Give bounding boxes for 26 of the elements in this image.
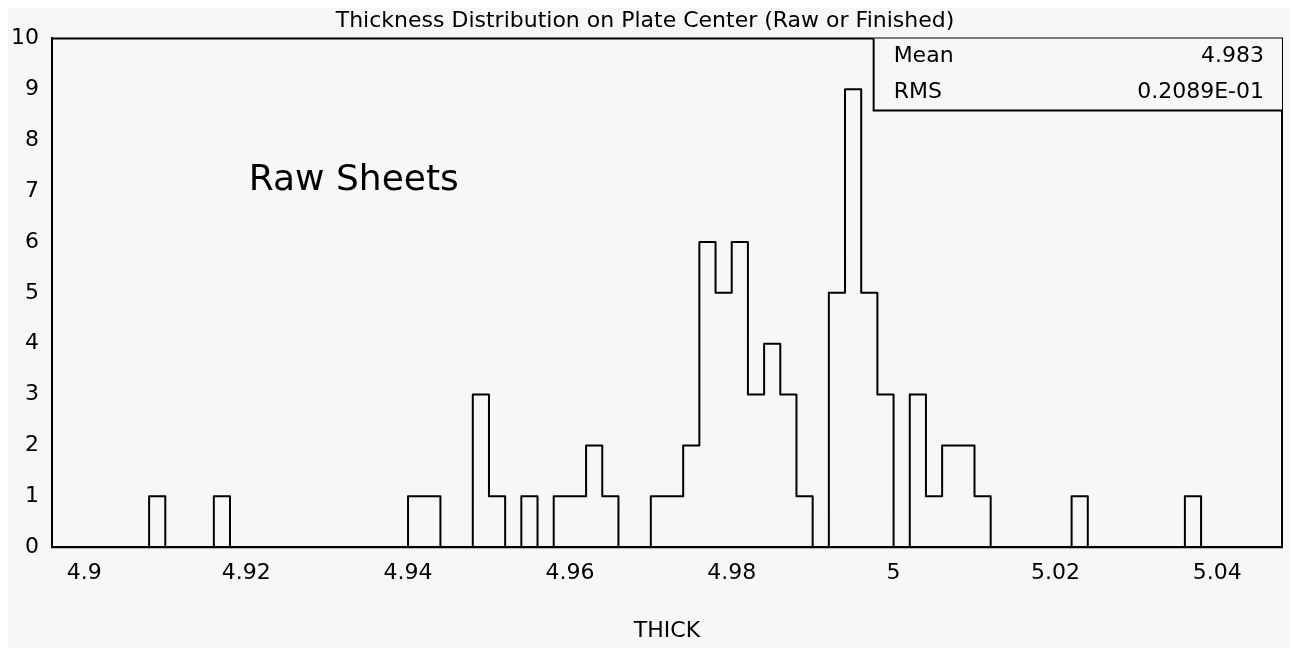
annotation: RMS — [893, 78, 942, 104]
annotation: 0.2089E-01 — [1137, 78, 1264, 104]
annotation: Mean — [893, 42, 954, 68]
y-tick-label: 3 — [24, 380, 39, 406]
y-tick-label: 1 — [24, 482, 39, 508]
x-tick-label: 5.04 — [1192, 559, 1242, 585]
y-tick-label: 7 — [24, 176, 39, 202]
x-tick-label: 4.92 — [221, 559, 271, 585]
y-tick-label: 4 — [24, 329, 39, 355]
y-tick-label: 2 — [24, 431, 39, 457]
x-tick-label: 4.98 — [707, 559, 757, 585]
y-tick-label: 5 — [24, 278, 39, 304]
y-tick-label: 0 — [24, 532, 39, 558]
x-tick-label: 5 — [886, 559, 901, 585]
x-tick-label: 4.96 — [545, 559, 595, 585]
annotation: 4.983 — [1201, 42, 1264, 68]
y-tick-label: 6 — [24, 227, 39, 253]
x-tick-label: 5.02 — [1030, 559, 1080, 585]
chart-title: Thickness Distribution on Plate Center (Raw or Finished) — [334, 6, 955, 32]
x-tick-label: 4.94 — [383, 559, 433, 585]
x-axis-title: THICK — [632, 616, 701, 642]
annotation: Raw Sheets — [248, 157, 459, 199]
y-tick-label: 9 — [24, 75, 39, 100]
y-tick-label: 8 — [24, 125, 39, 151]
y-tick-label: 10 — [10, 24, 39, 50]
x-tick-label: 4.9 — [66, 559, 102, 585]
